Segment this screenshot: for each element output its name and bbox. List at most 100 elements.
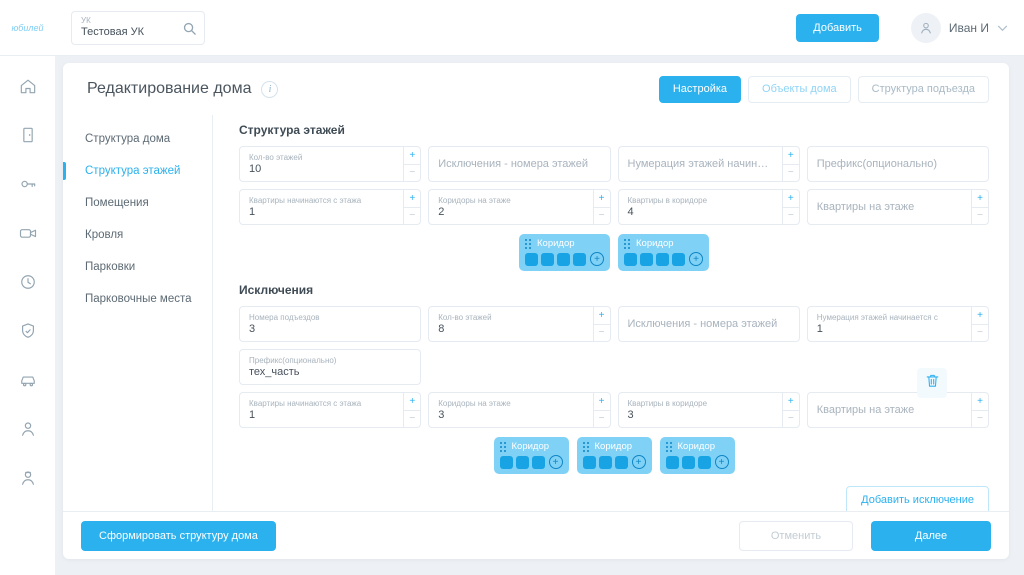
minus-button[interactable] — [594, 411, 610, 428]
exc-corridors-row: Коридор — [239, 437, 989, 474]
info-icon[interactable] — [261, 80, 279, 98]
plus-button[interactable] — [593, 190, 610, 208]
minus-button[interactable] — [972, 208, 988, 225]
apartments-start-floor-field[interactable]: Квартиры начинаются с этажа 1 — [239, 189, 422, 225]
plus-button[interactable] — [404, 147, 421, 165]
topbar: юбилей УК Тестовая УК Добавить Иван И — [0, 0, 1024, 55]
corridor-chip[interactable]: Коридор — [493, 437, 569, 474]
minus-button[interactable] — [783, 208, 799, 225]
plus-button[interactable] — [972, 393, 988, 411]
exc-apartments-per-corridor-field[interactable]: Квартиры в коридоре 3 — [617, 392, 800, 428]
shield-icon — [18, 321, 38, 346]
nav-item-roof[interactable]: Кровля — [85, 229, 124, 241]
add-apartment-button[interactable] — [631, 455, 646, 469]
plus-button[interactable] — [782, 147, 799, 165]
corridor-chip[interactable]: Коридор — [519, 234, 610, 271]
minus-button[interactable] — [594, 208, 610, 225]
minus-button[interactable] — [783, 411, 799, 428]
nav-item-house-structure[interactable]: Структура дома — [85, 133, 171, 145]
plus-button[interactable] — [593, 393, 610, 411]
sidebar-item-security[interactable] — [11, 316, 45, 350]
minus-button[interactable] — [972, 411, 988, 428]
minus-button[interactable] — [404, 411, 420, 428]
plus-button[interactable] — [972, 307, 988, 325]
add-exception-button[interactable]: Добавить исключение — [846, 486, 989, 511]
drag-handle-icon[interactable] — [499, 441, 507, 452]
field-value: 1 — [816, 323, 823, 335]
minus-button[interactable] — [783, 165, 799, 182]
corridor-chip[interactable]: Коридор — [618, 234, 709, 271]
field-label: Префикс(опционально) — [249, 356, 337, 365]
nav-item-parkings[interactable]: Парковки — [85, 261, 136, 273]
cancel-button[interactable]: Отменить — [739, 520, 853, 551]
user-name: Иван И — [948, 20, 989, 35]
minus-button[interactable] — [972, 325, 988, 342]
sidebar-item-keys[interactable] — [11, 169, 45, 203]
exc-numbering-start-field[interactable]: Нумерация этажей начинается с 1 — [806, 306, 989, 342]
plus-button[interactable] — [782, 190, 799, 208]
add-apartment-button[interactable] — [590, 252, 604, 266]
exc-floors-count-field[interactable]: Кол-во этажей 8 — [428, 306, 611, 342]
nav-item-premises[interactable]: Помещения — [85, 197, 149, 209]
numbering-start-field[interactable]: Нумерация этажей начинается с — [617, 146, 800, 182]
drag-handle-icon[interactable] — [665, 441, 673, 452]
add-button[interactable]: Добавить — [796, 13, 879, 42]
sidebar-item-staff[interactable] — [11, 463, 45, 497]
apartments-per-corridor-field[interactable]: Квартиры в коридоре 4 — [617, 189, 800, 225]
exc-apartments-per-floor-field[interactable]: Квартиры на этаже — [806, 392, 989, 428]
card-footer: Сформировать структуру дома Отменить Дал… — [63, 511, 1009, 559]
drag-handle-icon[interactable] — [582, 441, 590, 452]
apartment-square — [598, 455, 612, 469]
exc-exceptions-numbers-field[interactable]: Исключения - номера этажей — [617, 306, 800, 342]
field-placeholder: Нумерация этажей начинается с — [627, 157, 773, 170]
floors-row-2: Квартиры начинаются с этажа 1 — [239, 189, 989, 225]
plus-button[interactable] — [782, 393, 799, 411]
sidebar-item-home[interactable] — [11, 71, 45, 105]
tab-settings[interactable]: Настройка — [658, 75, 742, 103]
tab-entrance-structure[interactable]: Структура подъезда — [857, 75, 989, 103]
drag-handle-icon[interactable] — [525, 238, 532, 249]
entrance-numbers-field[interactable]: Номера подъездов 3 — [239, 306, 422, 342]
next-button[interactable]: Далее — [871, 520, 991, 551]
corridor-chip[interactable]: Коридор — [576, 437, 652, 474]
add-apartment-button[interactable] — [548, 455, 563, 469]
floors-count-field[interactable]: Кол-во этажей 10 — [239, 146, 422, 182]
sidebar-item-residents[interactable] — [11, 414, 45, 448]
apartments-per-floor-field[interactable]: Квартиры на этаже — [806, 189, 989, 225]
field-label: Номера подъездов — [249, 313, 320, 322]
plus-button[interactable] — [593, 307, 610, 325]
plus-button[interactable] — [972, 190, 988, 208]
prefix-field[interactable]: Префикс(опционально) — [806, 146, 989, 182]
field-value: 3 — [249, 323, 256, 335]
minus-button[interactable] — [594, 325, 610, 342]
plus-button[interactable] — [404, 393, 421, 411]
exc-corridors-per-floor-field[interactable]: Коридоры на этаже 3 — [428, 392, 611, 428]
nav-item-parking-places[interactable]: Парковочные места — [85, 293, 192, 305]
add-apartment-button[interactable] — [689, 252, 703, 266]
field-label: Нумерация этажей начинается с — [816, 313, 938, 322]
nav-item-floor-structure[interactable]: Структура этажей — [63, 155, 212, 187]
delete-exception-button[interactable] — [917, 368, 947, 398]
sidebar-item-camera[interactable] — [11, 218, 45, 252]
field-label: Квартиры начинаются с этажа — [249, 399, 362, 408]
exc-prefix-field[interactable]: Префикс(опционально) тех_часть — [239, 349, 422, 385]
tab-house-objects[interactable]: Объекты дома — [748, 75, 851, 103]
generate-structure-button[interactable]: Сформировать структуру дома — [81, 520, 276, 551]
field-placeholder: Квартиры на этаже — [816, 403, 915, 416]
search-icon[interactable] — [182, 21, 197, 41]
exc-apartments-start-floor-field[interactable]: Квартиры начинаются с этажа 1 — [239, 392, 422, 428]
drag-handle-icon[interactable] — [624, 238, 631, 249]
corridor-chip[interactable]: Коридор — [659, 437, 735, 474]
user-menu[interactable]: Иван И — [910, 12, 1008, 43]
uk-search-field[interactable]: УК Тестовая УК — [71, 10, 205, 45]
sidebar-item-history[interactable] — [11, 267, 45, 301]
uk-search-label: УК — [81, 16, 91, 25]
plus-button[interactable] — [404, 190, 421, 208]
minus-button[interactable] — [404, 165, 420, 182]
add-apartment-button[interactable] — [714, 455, 729, 469]
minus-button[interactable] — [404, 208, 420, 225]
sidebar-item-door[interactable] — [11, 120, 45, 154]
sidebar-item-parking[interactable] — [11, 365, 45, 399]
corridors-per-floor-field[interactable]: Коридоры на этаже 2 — [428, 189, 611, 225]
exceptions-numbers-field[interactable]: Исключения - номера этажей — [428, 146, 611, 182]
